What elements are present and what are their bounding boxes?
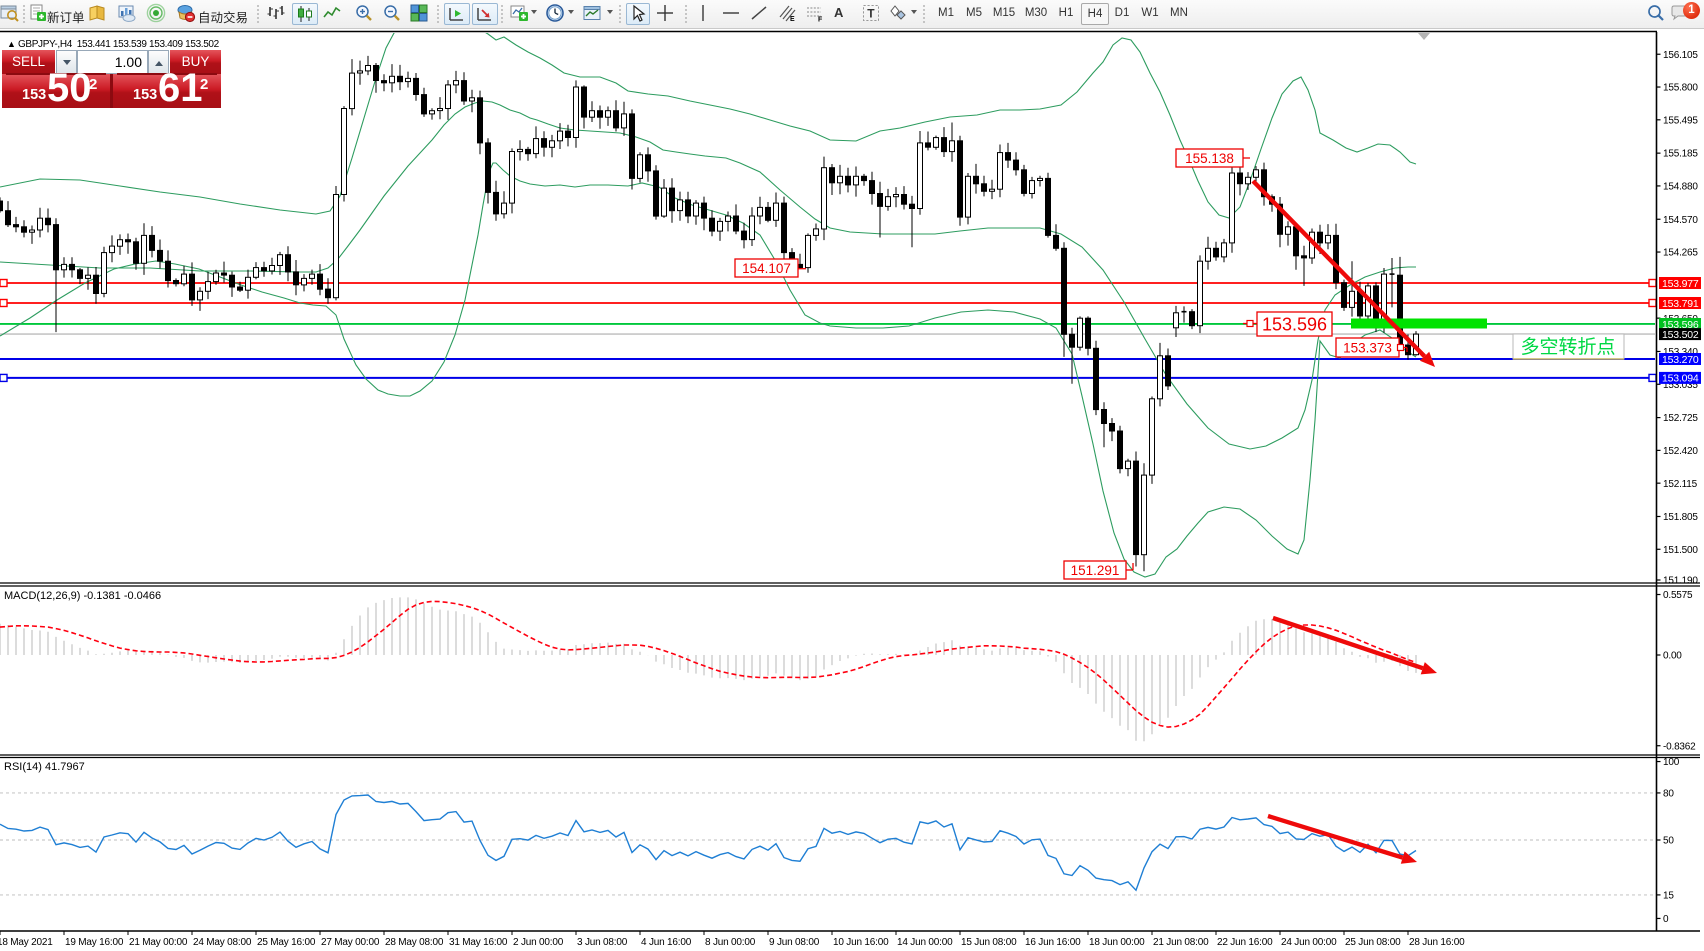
svg-text:E: E — [790, 16, 795, 23]
svg-text:154.265: 154.265 — [1663, 248, 1698, 259]
svg-text:24 May 08:00: 24 May 08:00 — [193, 937, 252, 948]
svg-text:18 May 2021: 18 May 2021 — [0, 937, 53, 948]
svg-text:T: T — [867, 7, 875, 21]
svg-text:8 Jun 00:00: 8 Jun 00:00 — [705, 937, 756, 948]
svg-text:28 May 08:00: 28 May 08:00 — [385, 937, 444, 948]
svg-text:-0.8362: -0.8362 — [1663, 741, 1696, 752]
svg-text:25 Jun 08:00: 25 Jun 08:00 — [1345, 937, 1401, 948]
svg-text:154.570: 154.570 — [1663, 215, 1698, 226]
svg-text:14 Jun 00:00: 14 Jun 00:00 — [897, 937, 953, 948]
svg-text:31 May 16:00: 31 May 16:00 — [449, 937, 508, 948]
svg-text:153.270: 153.270 — [1662, 354, 1699, 366]
svg-text:153.035: 153.035 — [1663, 380, 1698, 391]
svg-text:154.880: 154.880 — [1663, 182, 1698, 193]
svg-text:27 May 00:00: 27 May 00:00 — [321, 937, 380, 948]
svg-text:156.105: 156.105 — [1663, 50, 1698, 61]
svg-text:MACD(12,26,9) -0.1381 -0.0466: MACD(12,26,9) -0.1381 -0.0466 — [4, 590, 161, 602]
svg-text:16 Jun 16:00: 16 Jun 16:00 — [1025, 937, 1081, 948]
svg-text:10 Jun 16:00: 10 Jun 16:00 — [833, 937, 889, 948]
svg-text:多空转折点: 多空转折点 — [1520, 336, 1615, 358]
svg-text:50: 50 — [1663, 836, 1674, 847]
svg-text:153.596: 153.596 — [1662, 319, 1699, 331]
svg-text:9 Jun 08:00: 9 Jun 08:00 — [769, 937, 820, 948]
svg-text:2 Jun 00:00: 2 Jun 00:00 — [513, 937, 564, 948]
svg-text:151.500: 151.500 — [1663, 545, 1698, 556]
svg-text:151.291: 151.291 — [1071, 563, 1120, 578]
svg-text:155.495: 155.495 — [1663, 115, 1698, 126]
svg-text:0: 0 — [1663, 914, 1669, 925]
svg-text:151.190: 151.190 — [1663, 576, 1698, 587]
svg-text:153.373: 153.373 — [1343, 340, 1392, 355]
svg-text:19 May 16:00: 19 May 16:00 — [65, 937, 124, 948]
svg-text:15 Jun 08:00: 15 Jun 08:00 — [961, 937, 1017, 948]
svg-text:153.094: 153.094 — [1662, 373, 1699, 385]
svg-text:22 Jun 16:00: 22 Jun 16:00 — [1217, 937, 1273, 948]
svg-text:152.115: 152.115 — [1663, 479, 1698, 490]
svg-text:0.00: 0.00 — [1663, 651, 1682, 662]
svg-text:4 Jun 16:00: 4 Jun 16:00 — [641, 937, 692, 948]
svg-text:152.420: 152.420 — [1663, 446, 1698, 457]
svg-text:155.800: 155.800 — [1663, 83, 1698, 94]
svg-text:155.138: 155.138 — [1185, 151, 1234, 166]
svg-text:24 Jun 00:00: 24 Jun 00:00 — [1281, 937, 1337, 948]
svg-text:F: F — [818, 17, 823, 24]
svg-text:153.340: 153.340 — [1663, 347, 1698, 358]
svg-text:15: 15 — [1663, 891, 1674, 902]
svg-text:RSI(14) 41.7967: RSI(14) 41.7967 — [4, 761, 85, 773]
svg-text:151.805: 151.805 — [1663, 512, 1698, 523]
svg-text:153.502: 153.502 — [1662, 329, 1699, 341]
svg-text:80: 80 — [1663, 789, 1674, 800]
svg-text:28 Jun 16:00: 28 Jun 16:00 — [1409, 937, 1465, 948]
svg-text:155.185: 155.185 — [1663, 149, 1698, 160]
svg-text:18 Jun 00:00: 18 Jun 00:00 — [1089, 937, 1145, 948]
svg-text:153.791: 153.791 — [1662, 298, 1699, 310]
svg-text:153.596: 153.596 — [1262, 314, 1327, 334]
svg-text:0.5575: 0.5575 — [1663, 590, 1693, 601]
svg-text:25 May 16:00: 25 May 16:00 — [257, 937, 316, 948]
svg-text:21 May 00:00: 21 May 00:00 — [129, 937, 188, 948]
svg-text:153.977: 153.977 — [1662, 278, 1699, 290]
svg-text:100: 100 — [1663, 757, 1680, 768]
svg-text:3 Jun 08:00: 3 Jun 08:00 — [577, 937, 628, 948]
svg-text:154.107: 154.107 — [742, 261, 791, 276]
svg-text:152.725: 152.725 — [1663, 413, 1698, 424]
svg-text:21 Jun 08:00: 21 Jun 08:00 — [1153, 937, 1209, 948]
